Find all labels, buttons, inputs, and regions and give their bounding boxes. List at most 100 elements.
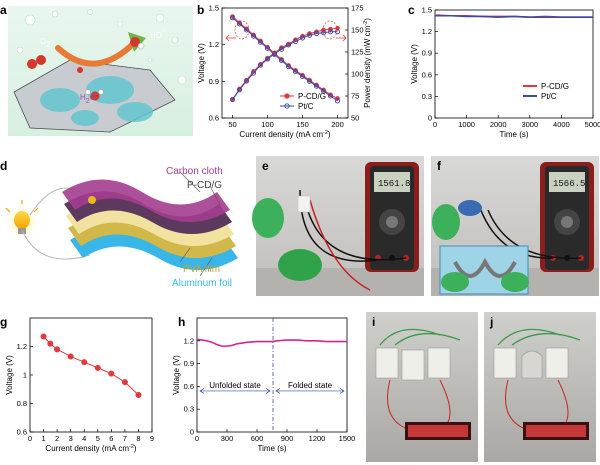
plot-frame	[29, 317, 153, 433]
x-tick-label: 150	[296, 120, 309, 129]
y-tick-label: 0.6	[184, 382, 194, 391]
y2-tick-label: 75	[351, 92, 359, 101]
x-tick-label: 3	[69, 434, 73, 443]
battery-clip-icon	[458, 200, 482, 216]
gloved-hand-icon	[278, 249, 322, 281]
battery-cell-icons	[375, 347, 451, 381]
series-line	[232, 16, 338, 99]
photo-f: 1566.5 f	[431, 156, 599, 296]
x-tick-label: 2000	[490, 120, 507, 129]
y2-tick-label: 150	[351, 26, 364, 35]
x-tick-label: 900	[281, 434, 294, 443]
highlight-ellipse	[234, 20, 250, 40]
y-tick-label: 1.2	[184, 336, 194, 345]
axis-arrow-left	[225, 34, 236, 42]
data-point	[135, 391, 142, 399]
x-axis-label: Current density (mA cm-2)	[239, 130, 330, 139]
x-tick-label: 6	[109, 434, 113, 443]
chart-b: 50 100 150 200 0.6 0.9 1.2 1.5 50 75 100 125 150 175 C…	[197, 4, 372, 140]
y-axis-label: Voltage (V)	[197, 43, 206, 83]
data-point	[306, 32, 313, 38]
x-tick-label: 0	[433, 120, 437, 129]
x-axis-label: Current density (mA cm-2)	[45, 444, 136, 453]
data-point	[292, 69, 299, 75]
x-tick-label: 50	[228, 120, 236, 129]
data-point	[278, 46, 285, 52]
series-line	[435, 14, 593, 19]
legend-label: Pt/C	[541, 92, 557, 101]
x-tick-label: 600	[251, 434, 264, 443]
y-tick-label: 0.9	[184, 359, 194, 368]
label-aluminum-foil: Aluminum foil	[172, 278, 232, 289]
y-tick-label: 1.5	[209, 4, 219, 13]
x-tick-label: 0	[195, 434, 199, 443]
highlight-ellipse	[322, 20, 338, 40]
legend-label: P-CD/G	[541, 82, 569, 91]
x-tick-label: 200	[331, 120, 344, 129]
series-line	[232, 27, 338, 100]
battery-device-icon	[297, 195, 311, 213]
data-point	[243, 27, 250, 33]
legend-marker	[284, 93, 290, 99]
data-point	[285, 42, 292, 48]
data-point	[229, 96, 236, 103]
gloved-hand-icon	[432, 204, 460, 240]
data-point	[299, 35, 306, 41]
y-tick-label: 1.2	[422, 27, 432, 36]
y-tick-label: 1.2	[17, 342, 27, 351]
y-tick-label: 0.6	[209, 114, 219, 123]
panel-label-a: a	[0, 3, 7, 17]
x-tick-label: 3000	[521, 120, 538, 129]
span-arrowhead	[275, 388, 281, 394]
data-point	[257, 39, 264, 45]
molecule-icons	[27, 37, 145, 101]
data-point	[313, 83, 320, 89]
y2-tick-label: 125	[351, 48, 364, 57]
data-point	[306, 78, 313, 84]
o2-label: O2	[40, 37, 51, 49]
data-point	[327, 29, 334, 35]
span-arrowhead	[199, 388, 205, 394]
y-tick-label: 1.2	[209, 40, 219, 49]
x-tick-label: 4000	[553, 120, 570, 129]
x-axis-label: Time (s)	[257, 444, 286, 453]
photo-i: i	[366, 312, 478, 462]
x-axis-label: Time (s)	[499, 130, 528, 139]
data-point	[94, 364, 101, 371]
plot-frame	[434, 9, 594, 119]
y-tick-label: 1	[23, 371, 27, 380]
y-tick-label: 0.3	[422, 92, 432, 101]
series-line	[232, 31, 338, 100]
y2-tick-label: 100	[351, 70, 364, 79]
y2-tick-label: 50	[351, 114, 359, 123]
series-line	[196, 338, 347, 347]
data-point	[271, 51, 278, 57]
annotation-folded: Folded state	[288, 381, 333, 390]
y-tick-label: 1.5	[422, 6, 432, 15]
data-point	[108, 370, 115, 377]
y-tick-label: 0.8	[17, 399, 27, 408]
legend-label: P-CD/G	[298, 92, 326, 101]
data-point	[264, 56, 271, 62]
series-line	[43, 336, 139, 396]
series-line	[232, 17, 338, 102]
panel-label-f: f	[437, 159, 442, 173]
data-point	[229, 15, 236, 21]
multimeter-display-e: 1561.8	[378, 179, 410, 189]
data-point	[47, 340, 54, 347]
data-point	[67, 353, 74, 360]
panel-label-b: b	[197, 3, 204, 17]
data-point	[327, 93, 334, 99]
x-tick-label: 5000	[585, 120, 600, 129]
y-tick-label: 0.9	[422, 49, 432, 58]
multimeter-display-f: 1566.5	[553, 179, 585, 189]
panel-a: O2 HO- H2O a	[0, 3, 193, 136]
x-tick-label: 5	[96, 434, 100, 443]
data-point	[236, 87, 243, 93]
y-tick-label: 0.9	[209, 77, 219, 86]
chart-c: 0 1000 2000 3000 4000 5000 0 0.3 0.6 0.9 1.2 1.5 Tim…	[410, 6, 600, 140]
y-axis-label: Voltage (V)	[410, 44, 419, 84]
y2-axis-label: Power density (mW cm-2)	[363, 18, 372, 108]
